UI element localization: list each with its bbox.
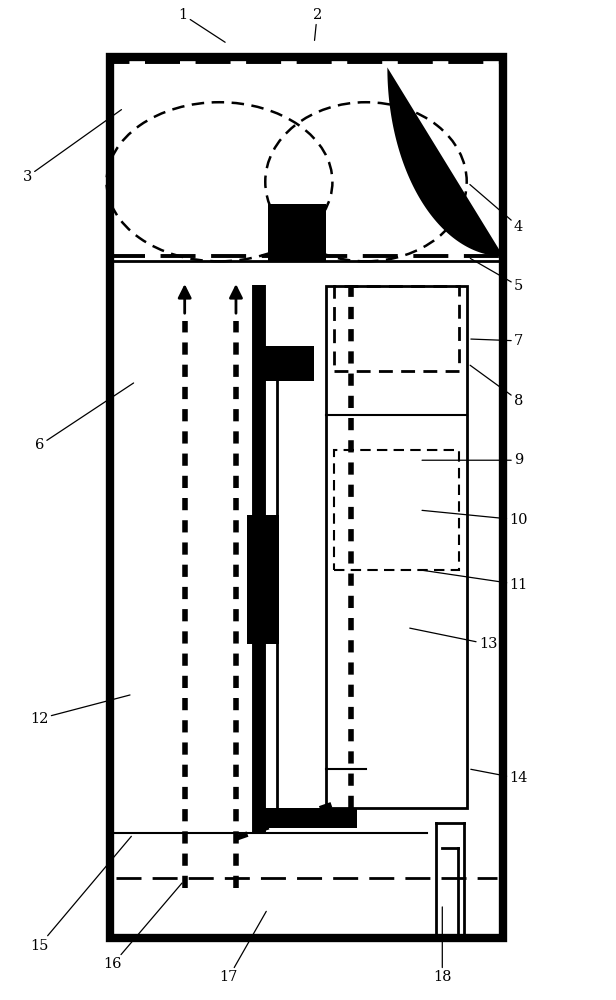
Text: 18: 18	[433, 907, 452, 984]
Text: 10: 10	[422, 510, 528, 527]
Bar	[259, 346, 314, 381]
Polygon shape	[387, 67, 503, 256]
Text: 3: 3	[23, 110, 121, 184]
Text: 2: 2	[312, 8, 322, 40]
Bar	[253, 808, 357, 828]
Text: 14: 14	[471, 769, 528, 785]
Bar	[334, 450, 460, 570]
Bar	[110, 57, 503, 938]
Text: 6: 6	[34, 383, 134, 452]
Text: 7: 7	[471, 334, 523, 348]
Text: 11: 11	[422, 570, 528, 592]
Text: 1: 1	[178, 8, 225, 42]
Bar	[110, 62, 503, 256]
Bar	[247, 515, 278, 644]
Text: 9: 9	[422, 453, 523, 467]
Text: 4: 4	[470, 185, 523, 234]
Text: 17: 17	[219, 911, 266, 984]
Text: 15: 15	[30, 836, 131, 953]
Text: 16: 16	[103, 883, 182, 971]
Text: 13: 13	[410, 628, 497, 651]
Text: 5: 5	[471, 258, 523, 293]
Bar	[326, 286, 467, 808]
Bar	[334, 286, 460, 371]
Bar	[269, 204, 326, 261]
Text: 8: 8	[470, 365, 523, 408]
Text: 12: 12	[30, 695, 130, 726]
